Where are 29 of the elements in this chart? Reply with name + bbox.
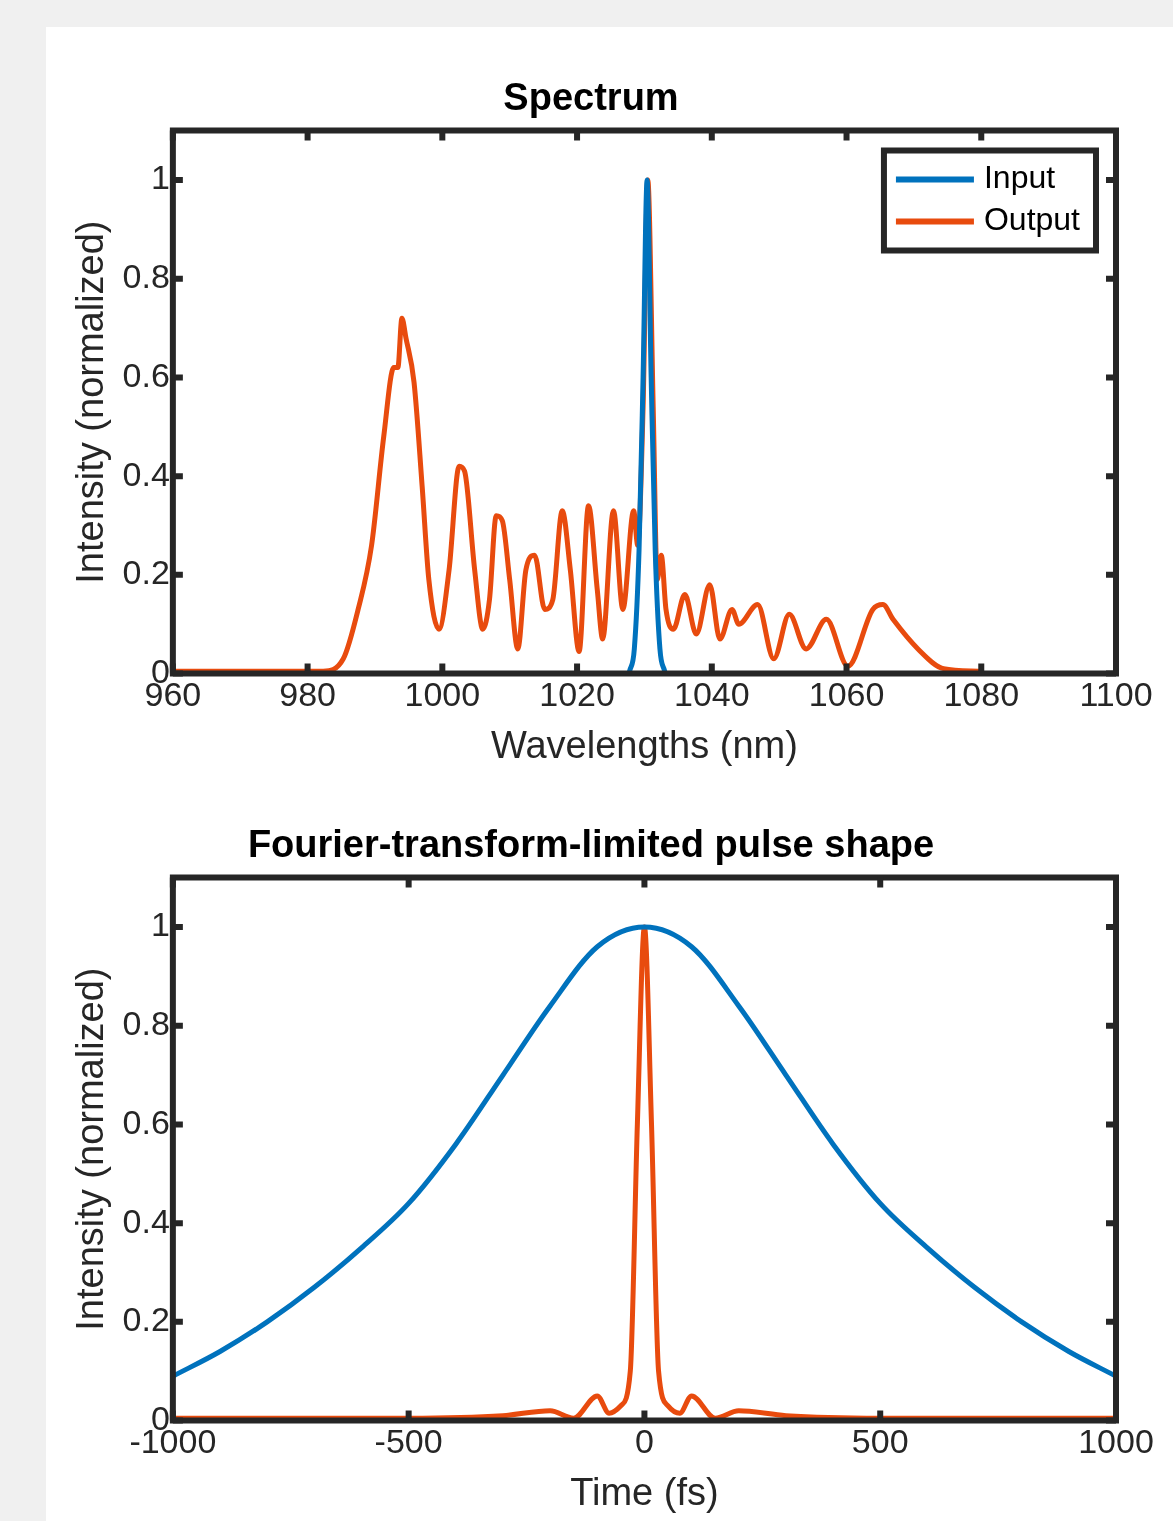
x-tick-label: 980 [279, 675, 336, 714]
legend-label: Input [983, 159, 1056, 196]
x-tick-label: 1020 [539, 675, 615, 714]
legend-label: Output [983, 201, 1081, 238]
y-tick-label: 0.2 [122, 1300, 170, 1339]
x-axis-title: Wavelengths (nm) [490, 723, 798, 766]
x-tick-label: 1080 [943, 675, 1020, 714]
y-tick-label: 0.8 [122, 1004, 170, 1043]
x-tick-label: 1100 [1079, 675, 1153, 714]
chart-title: Spectrum [503, 76, 679, 119]
y-tick-label: 0.4 [122, 1201, 170, 1240]
x-tick-label: 1040 [673, 675, 750, 714]
y-tick-label: 0.4 [122, 454, 170, 493]
x-tick-label: 0 [634, 1422, 654, 1461]
chart-title: Fourier-transform-limited pulse shape [247, 823, 935, 866]
y-axis-title: Intensity (normalized) [69, 220, 112, 584]
x-tick-label: 1000 [1078, 1422, 1154, 1461]
y-tick-label: 0.8 [122, 257, 170, 296]
y-tick-label: 1 [150, 905, 170, 944]
y-tick-label: 0.2 [122, 553, 170, 592]
y-axis-title: Intensity (normalized) [69, 967, 112, 1331]
x-tick-label: -500 [374, 1422, 443, 1461]
y-tick-label: 0.6 [122, 1102, 170, 1141]
y-tick-label: 1 [150, 158, 170, 197]
x-tick-label: 1000 [404, 675, 481, 714]
x-tick-label: 1060 [808, 675, 885, 714]
x-axis-title: Time (fs) [570, 1470, 719, 1513]
y-tick-label: 0.6 [122, 355, 170, 394]
x-tick-label: 500 [851, 1422, 909, 1461]
